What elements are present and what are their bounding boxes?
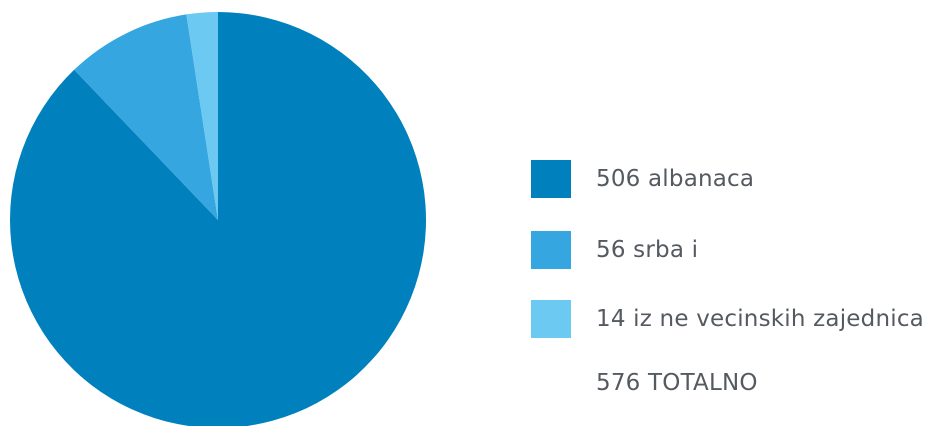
legend-label-albanaca: 506 albanaca	[596, 166, 755, 192]
legend-item-srba: 56 srba i	[531, 231, 698, 269]
legend-label-ne-vecinskih: 14 iz ne vecinskih zajednica	[596, 306, 924, 332]
pie-slice-ne-vecinskih	[186, 12, 218, 220]
total-label: 576 TOTALNO	[596, 370, 758, 396]
legend-label-srba: 56 srba i	[596, 237, 699, 263]
legend-item-albanaca: 506 albanaca	[531, 160, 754, 198]
pie-slice-albanaca	[10, 12, 426, 426]
legend-swatch-ne-vecinskih	[531, 300, 571, 338]
legend-swatch-srba	[531, 231, 571, 269]
legend-swatch-albanaca	[531, 160, 571, 198]
pie-slice-srba	[74, 14, 218, 221]
legend-item-ne-vecinskih: 14 iz ne vecinskih zajednica	[531, 300, 924, 338]
